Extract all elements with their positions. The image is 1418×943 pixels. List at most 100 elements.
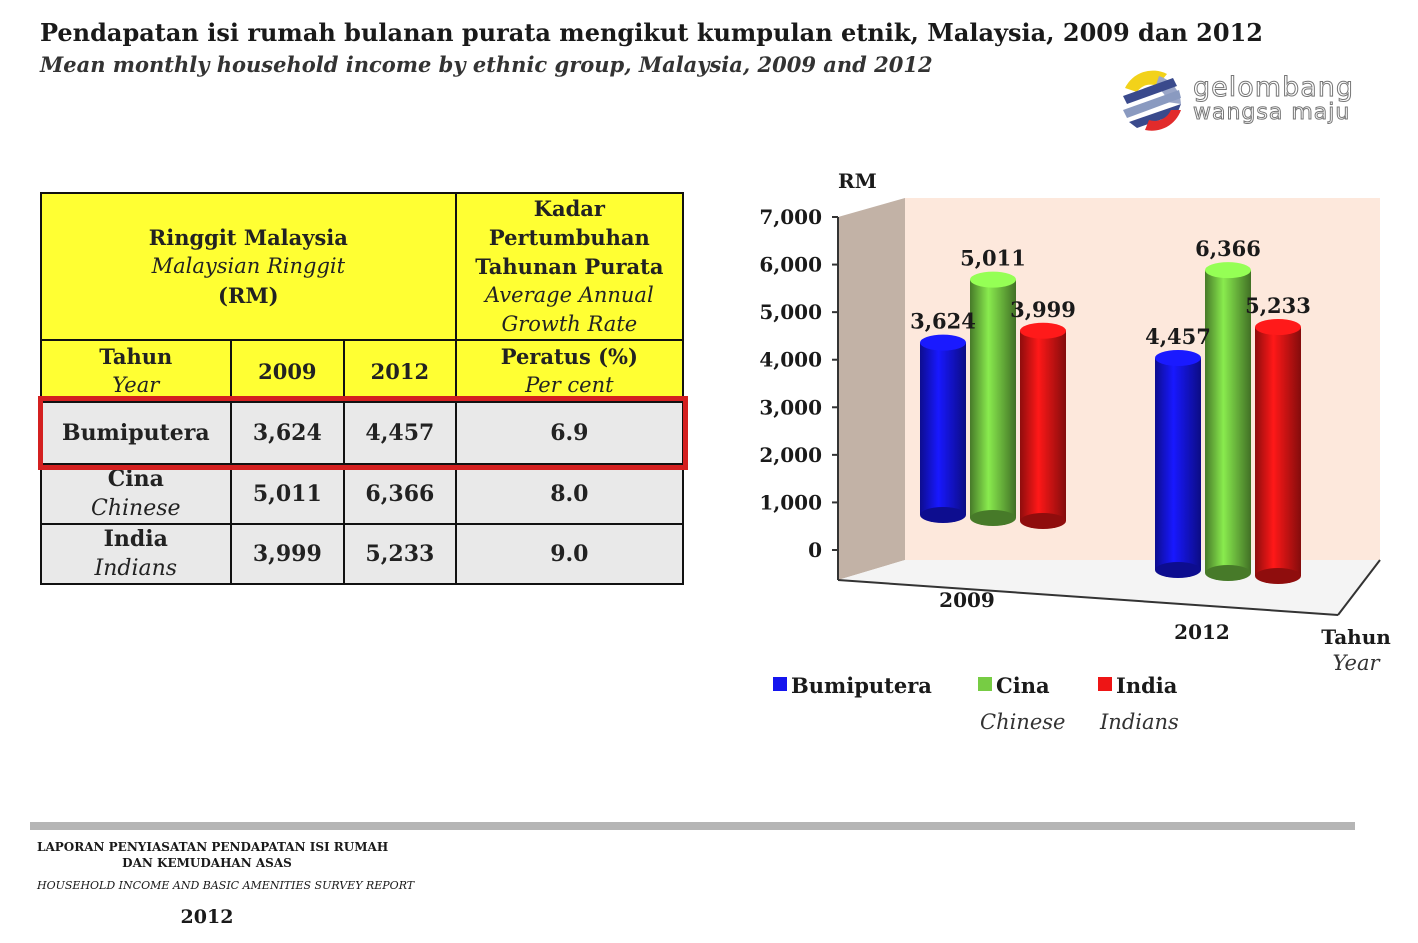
bar-base-bumiputera-2009 [920,507,966,523]
rm-header-line2: Malaysian Ringgit [151,254,346,278]
x-tick-label: 2012 [1174,620,1230,644]
legend-swatch-india [1098,677,1112,691]
chart-bars [920,262,1301,584]
highlight-box [38,396,688,470]
bar-top-india-2012 [1255,319,1301,336]
growth-header-line3: Tahunan Purata [475,254,664,279]
legend-sublabel-india: Indians [1099,710,1179,734]
value-2012-cell: 6,366 [343,463,457,525]
bar-bumiputera-2009 [920,342,966,515]
percent-header-unit: (%) [598,344,638,369]
value-2012-cell: 5,233 [343,523,457,585]
chart-legend: Bumiputera Cina Chinese India Indians [773,673,1179,734]
bar-base-cina-2012 [1205,565,1251,581]
value-label-india-2009: 3,999 [1010,297,1076,322]
growth-cell: 8.0 [454,463,685,525]
floor-edge-line [1337,559,1381,616]
table-subheader-row: Tahun Year 2009 2012 Peratus (%) Per cen… [40,339,685,403]
year-header-cell: Tahun Year [40,339,232,403]
percent-header-cell: Peratus (%) Per cent [454,339,685,403]
y-tick-label: 3,000 [759,395,822,419]
year-header-ms: Tahun [99,344,173,369]
bar-base-bumiputera-2012 [1155,562,1201,578]
y-tick-label: 6,000 [759,253,822,277]
bar-top-cina-2012 [1205,262,1251,279]
percent-header-ms: Peratus [500,344,591,369]
logo-mark-icon [1120,70,1182,132]
bar-top-cina-2009 [970,271,1016,288]
bar-india-2009 [1020,330,1066,521]
legend-swatch-cina [978,677,992,691]
legend-swatch-bumiputera [773,677,787,691]
footer-report-title-ms-line2: DAN KEMUDAHAN ASAS [122,856,292,870]
table-row: India Indians 3,999 5,233 9.0 [40,523,685,585]
year-header-en: Year [112,373,160,397]
page-title: Pendapatan isi rumah bulanan purata meng… [40,18,1263,47]
income-bar-chart: 0 1,000 2,000 3,000 4,000 5,000 6,000 7,000 RM 3,… [759,169,1391,734]
bar-base-india-2009 [1020,513,1066,529]
bar-bumiputera-2012 [1155,357,1201,570]
page-subtitle: Mean monthly household income by ethnic … [40,52,933,77]
x-axis-label-en: Year [1332,651,1381,675]
value-label-cina-2012: 6,366 [1195,236,1261,261]
footer-report-title-en: HOUSEHOLD INCOME AND BASIC AMENITIES SUR… [37,879,415,892]
bar-cina-2012 [1205,270,1251,573]
logo: gelombang wangsa maju [1115,66,1405,136]
growth-header-line1: Kadar [533,196,605,221]
value-label-bumiputera-2012: 4,457 [1145,324,1211,349]
col-2009-header: 2009 [229,339,346,403]
ethnic-cell: Bumiputera [40,401,232,465]
bar-top-bumiputera-2012 [1155,349,1201,366]
chart-labels: 0 1,000 2,000 3,000 4,000 5,000 6,000 7,000 RM 3,… [759,169,1391,675]
bar-cina-2009 [970,279,1016,518]
rm-header-cell: Ringgit Malaysia Malaysian Ringgit (RM) [40,192,457,341]
y-tick-label: 0 [808,538,822,562]
legend-label-bumiputera: Bumiputera [791,673,932,698]
x-axis-label: Tahun [1321,625,1391,649]
y-axis-label: RM [838,169,877,193]
table-row: Cina Chinese 5,011 6,366 8.0 [40,463,685,525]
footer-report-title-ms-line1: LAPORAN PENYIASATAN PENDAPATAN ISI RUMAH [37,840,389,854]
y-tick-label: 5,000 [759,300,822,324]
logo-text-line1: gelombang [1192,72,1355,104]
y-tick-label: 4,000 [759,348,822,372]
bar-base-india-2012 [1255,568,1301,584]
ethnic-cell: Cina Chinese [40,463,232,525]
value-label-cina-2009: 5,011 [960,246,1026,271]
growth-header-line4: Average Annual [484,283,654,307]
y-tick-label: 2,000 [759,443,822,467]
growth-header-line5: Growth Rate [501,312,638,336]
rm-header-line1: Ringgit Malaysia [148,225,348,250]
legend-sublabel-cina: Chinese [980,710,1065,734]
bar-base-cina-2009 [970,510,1016,526]
rm-header-line3: (RM) [218,283,279,308]
income-table: Ringgit Malaysia Malaysian Ringgit (RM) … [40,192,685,585]
bar-india-2012 [1255,327,1301,576]
logo-text-line2: wangsa maju [1192,100,1351,126]
value-2009-cell: 5,011 [229,463,346,525]
value-2009-cell: 3,624 [229,401,346,465]
footer-divider [30,822,1355,830]
value-2012-cell: 4,457 [343,401,457,465]
ethnic-name-ms: Bumiputera [61,419,210,446]
value-2009-cell: 3,999 [229,523,346,585]
ethnic-name-ms: India [103,526,168,552]
legend-label-india: India [1116,673,1178,698]
y-tick-label: 7,000 [759,205,822,229]
footer-year: 2012 [180,906,234,928]
growth-header-line2: Pertumbuhan [488,225,650,250]
ethnic-name-en: Chinese [91,496,181,521]
value-label-india-2012: 5,233 [1245,293,1311,318]
col-2012-header: 2012 [343,339,457,403]
x-axis-line [837,579,1339,616]
y-tick-label: 1,000 [759,490,822,514]
percent-header-en: Per cent [525,373,614,397]
x-tick-label: 2009 [939,588,995,612]
ethnic-name-en: Indians [94,556,178,581]
chart-side-wall [838,198,905,580]
table-row: Bumiputera 3,624 4,457 6.9 [40,401,685,465]
growth-cell: 6.9 [454,401,685,465]
bar-top-india-2009 [1020,322,1066,339]
bar-top-bumiputera-2009 [920,334,966,351]
table-header-row: Ringgit Malaysia Malaysian Ringgit (RM) … [40,192,685,341]
